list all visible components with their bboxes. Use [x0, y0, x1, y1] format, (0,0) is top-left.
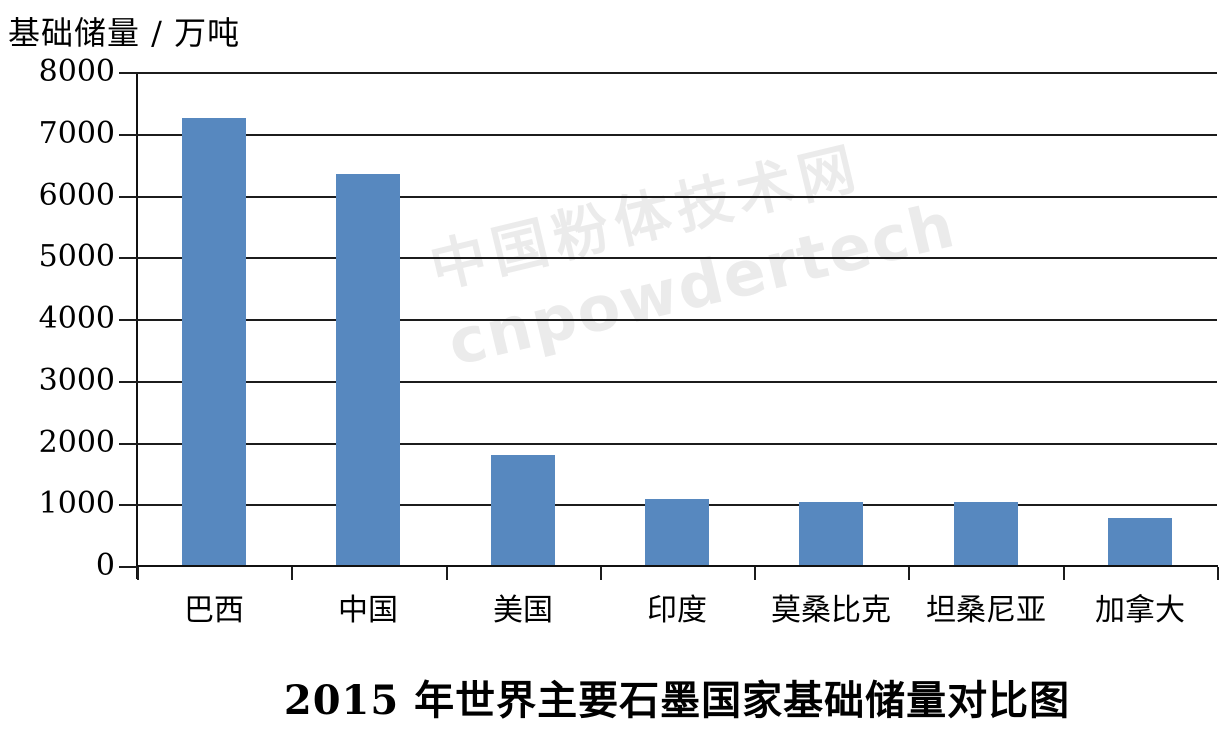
x-axis-label-中国: 中国 — [338, 593, 398, 628]
x-axis-line — [137, 565, 1218, 567]
x-axis-tick-4 — [754, 567, 756, 580]
bar-巴西 — [182, 118, 246, 566]
x-axis-tick-5 — [908, 567, 910, 580]
x-axis-label-坦桑尼亚: 坦桑尼亚 — [926, 593, 1046, 628]
y-axis-tick-1000 — [119, 504, 138, 506]
gridline-5000 — [137, 257, 1217, 259]
x-axis-tick-3 — [600, 567, 602, 580]
x-axis-tick-1 — [291, 567, 293, 580]
y-axis-tick-3000 — [119, 381, 138, 383]
chart-title: 2015 年世界主要石墨国家基础储量对比图 — [283, 677, 1071, 724]
y-axis-tick-label-5000: 5000 — [38, 239, 115, 274]
x-axis-label-加拿大: 加拿大 — [1095, 593, 1185, 628]
y-axis-tick-4000 — [119, 319, 138, 321]
gridline-6000 — [137, 196, 1217, 198]
y-axis-tick-2000 — [119, 443, 138, 445]
gridline-4000 — [137, 319, 1217, 321]
y-axis-tick-0 — [119, 566, 138, 568]
y-axis-tick-8000 — [119, 72, 138, 74]
x-axis-tick-7 — [1217, 567, 1219, 580]
y-axis-title: 基础储量 / 万吨 — [8, 14, 241, 52]
y-axis-tick-label-3000: 3000 — [38, 363, 115, 398]
bar-莫桑比克 — [799, 502, 863, 566]
gridline-7000 — [137, 134, 1217, 136]
x-axis-label-印度: 印度 — [647, 593, 707, 628]
y-axis-tick-label-7000: 7000 — [38, 116, 115, 151]
y-axis-tick-5000 — [119, 257, 138, 259]
y-axis-tick-label-6000: 6000 — [38, 178, 115, 213]
y-axis-tick-label-4000: 4000 — [38, 301, 115, 336]
gridline-3000 — [137, 381, 1217, 383]
y-axis-tick-label-0: 0 — [95, 548, 115, 583]
x-axis-tick-0 — [137, 567, 139, 580]
x-axis-label-莫桑比克: 莫桑比克 — [771, 593, 891, 628]
y-axis-tick-label-8000: 8000 — [38, 54, 115, 89]
bar-加拿大 — [1108, 518, 1172, 566]
x-axis-tick-6 — [1063, 567, 1065, 580]
bar-美国 — [491, 455, 555, 566]
y-axis-tick-6000 — [119, 196, 138, 198]
y-axis-tick-label-2000: 2000 — [38, 425, 115, 460]
y-axis-tick-7000 — [119, 134, 138, 136]
x-axis-label-美国: 美国 — [493, 593, 553, 628]
y-axis-line — [136, 72, 138, 579]
gridline-8000 — [137, 72, 1217, 74]
bar-坦桑尼亚 — [954, 502, 1018, 566]
bar-中国 — [336, 174, 400, 566]
bar-印度 — [645, 499, 709, 566]
y-axis-tick-label-1000: 1000 — [38, 486, 115, 521]
gridline-2000 — [137, 443, 1217, 445]
plot-area — [137, 72, 1217, 566]
x-axis-label-巴西: 巴西 — [184, 593, 244, 628]
x-axis-tick-2 — [446, 567, 448, 580]
